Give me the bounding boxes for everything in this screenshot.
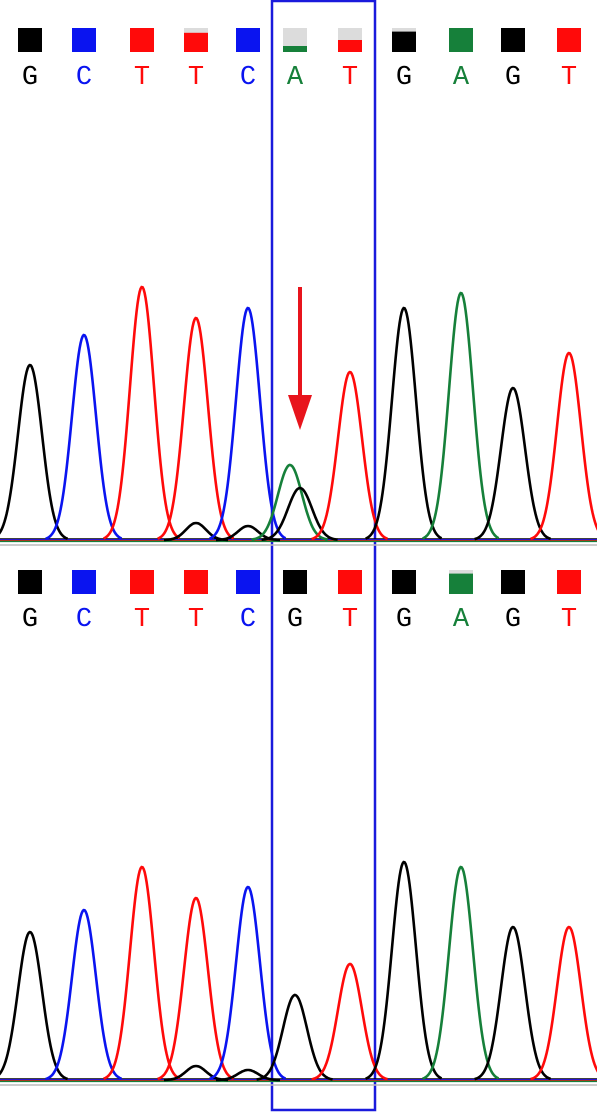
quality-box — [338, 40, 362, 52]
peak — [216, 1068, 280, 1082]
quality-box — [130, 28, 154, 52]
quality-box — [184, 570, 208, 594]
peak — [103, 285, 181, 540]
base-letter: G — [505, 63, 521, 93]
base-letter: T — [188, 605, 204, 635]
quality-box — [557, 570, 581, 594]
peak — [474, 925, 552, 1081]
peak — [103, 865, 181, 1080]
base-letter: T — [342, 605, 358, 635]
peak — [157, 896, 235, 1081]
base-letter: G — [22, 63, 38, 93]
peak — [365, 860, 443, 1080]
peak — [164, 521, 228, 542]
base-letter: T — [342, 63, 358, 93]
quality-box — [72, 28, 96, 52]
quality-box — [392, 570, 416, 594]
quality-box — [449, 573, 473, 594]
peak — [261, 486, 338, 541]
quality-box — [184, 32, 208, 52]
quality-box — [449, 28, 473, 52]
quality-box — [283, 570, 307, 594]
base-letter: T — [561, 63, 577, 93]
base-letter: C — [240, 63, 256, 93]
quality-box — [236, 570, 260, 594]
peak — [0, 363, 69, 540]
base-letter: G — [287, 605, 303, 635]
base-letter: G — [396, 605, 412, 635]
base-letter: C — [76, 63, 92, 93]
base-letter: G — [396, 63, 412, 93]
quality-box — [72, 570, 96, 594]
peak — [0, 930, 68, 1081]
base-letter: G — [22, 605, 38, 635]
peak — [256, 993, 333, 1081]
peak — [474, 386, 552, 541]
base-letter: T — [188, 63, 204, 93]
highlight-box — [270, 0, 377, 1112]
peak — [422, 865, 500, 1080]
peak — [209, 885, 287, 1081]
peak — [45, 908, 122, 1081]
base-letter: T — [134, 605, 150, 635]
arrow-head — [288, 395, 312, 430]
peak — [530, 351, 597, 541]
base-letter: A — [453, 605, 470, 635]
base-letter: C — [240, 605, 256, 635]
peak — [530, 925, 597, 1081]
peak — [422, 291, 500, 540]
peak — [365, 306, 443, 540]
base-letter: T — [134, 63, 150, 93]
base-letter: G — [505, 605, 521, 635]
peak — [157, 316, 235, 540]
peak — [311, 370, 389, 541]
base-letter: A — [287, 63, 304, 93]
quality-box — [338, 570, 362, 594]
quality-box — [283, 46, 307, 52]
peak — [45, 333, 123, 541]
quality-box — [501, 570, 525, 594]
peak — [251, 463, 328, 541]
base-letter: A — [453, 63, 470, 93]
quality-box — [392, 31, 416, 52]
quality-box — [18, 28, 42, 52]
quality-box — [557, 28, 581, 52]
base-letter: C — [76, 605, 92, 635]
quality-box — [501, 28, 525, 52]
quality-box — [130, 570, 154, 594]
base-letter: T — [561, 605, 577, 635]
quality-box — [236, 28, 260, 52]
quality-box — [18, 570, 42, 594]
